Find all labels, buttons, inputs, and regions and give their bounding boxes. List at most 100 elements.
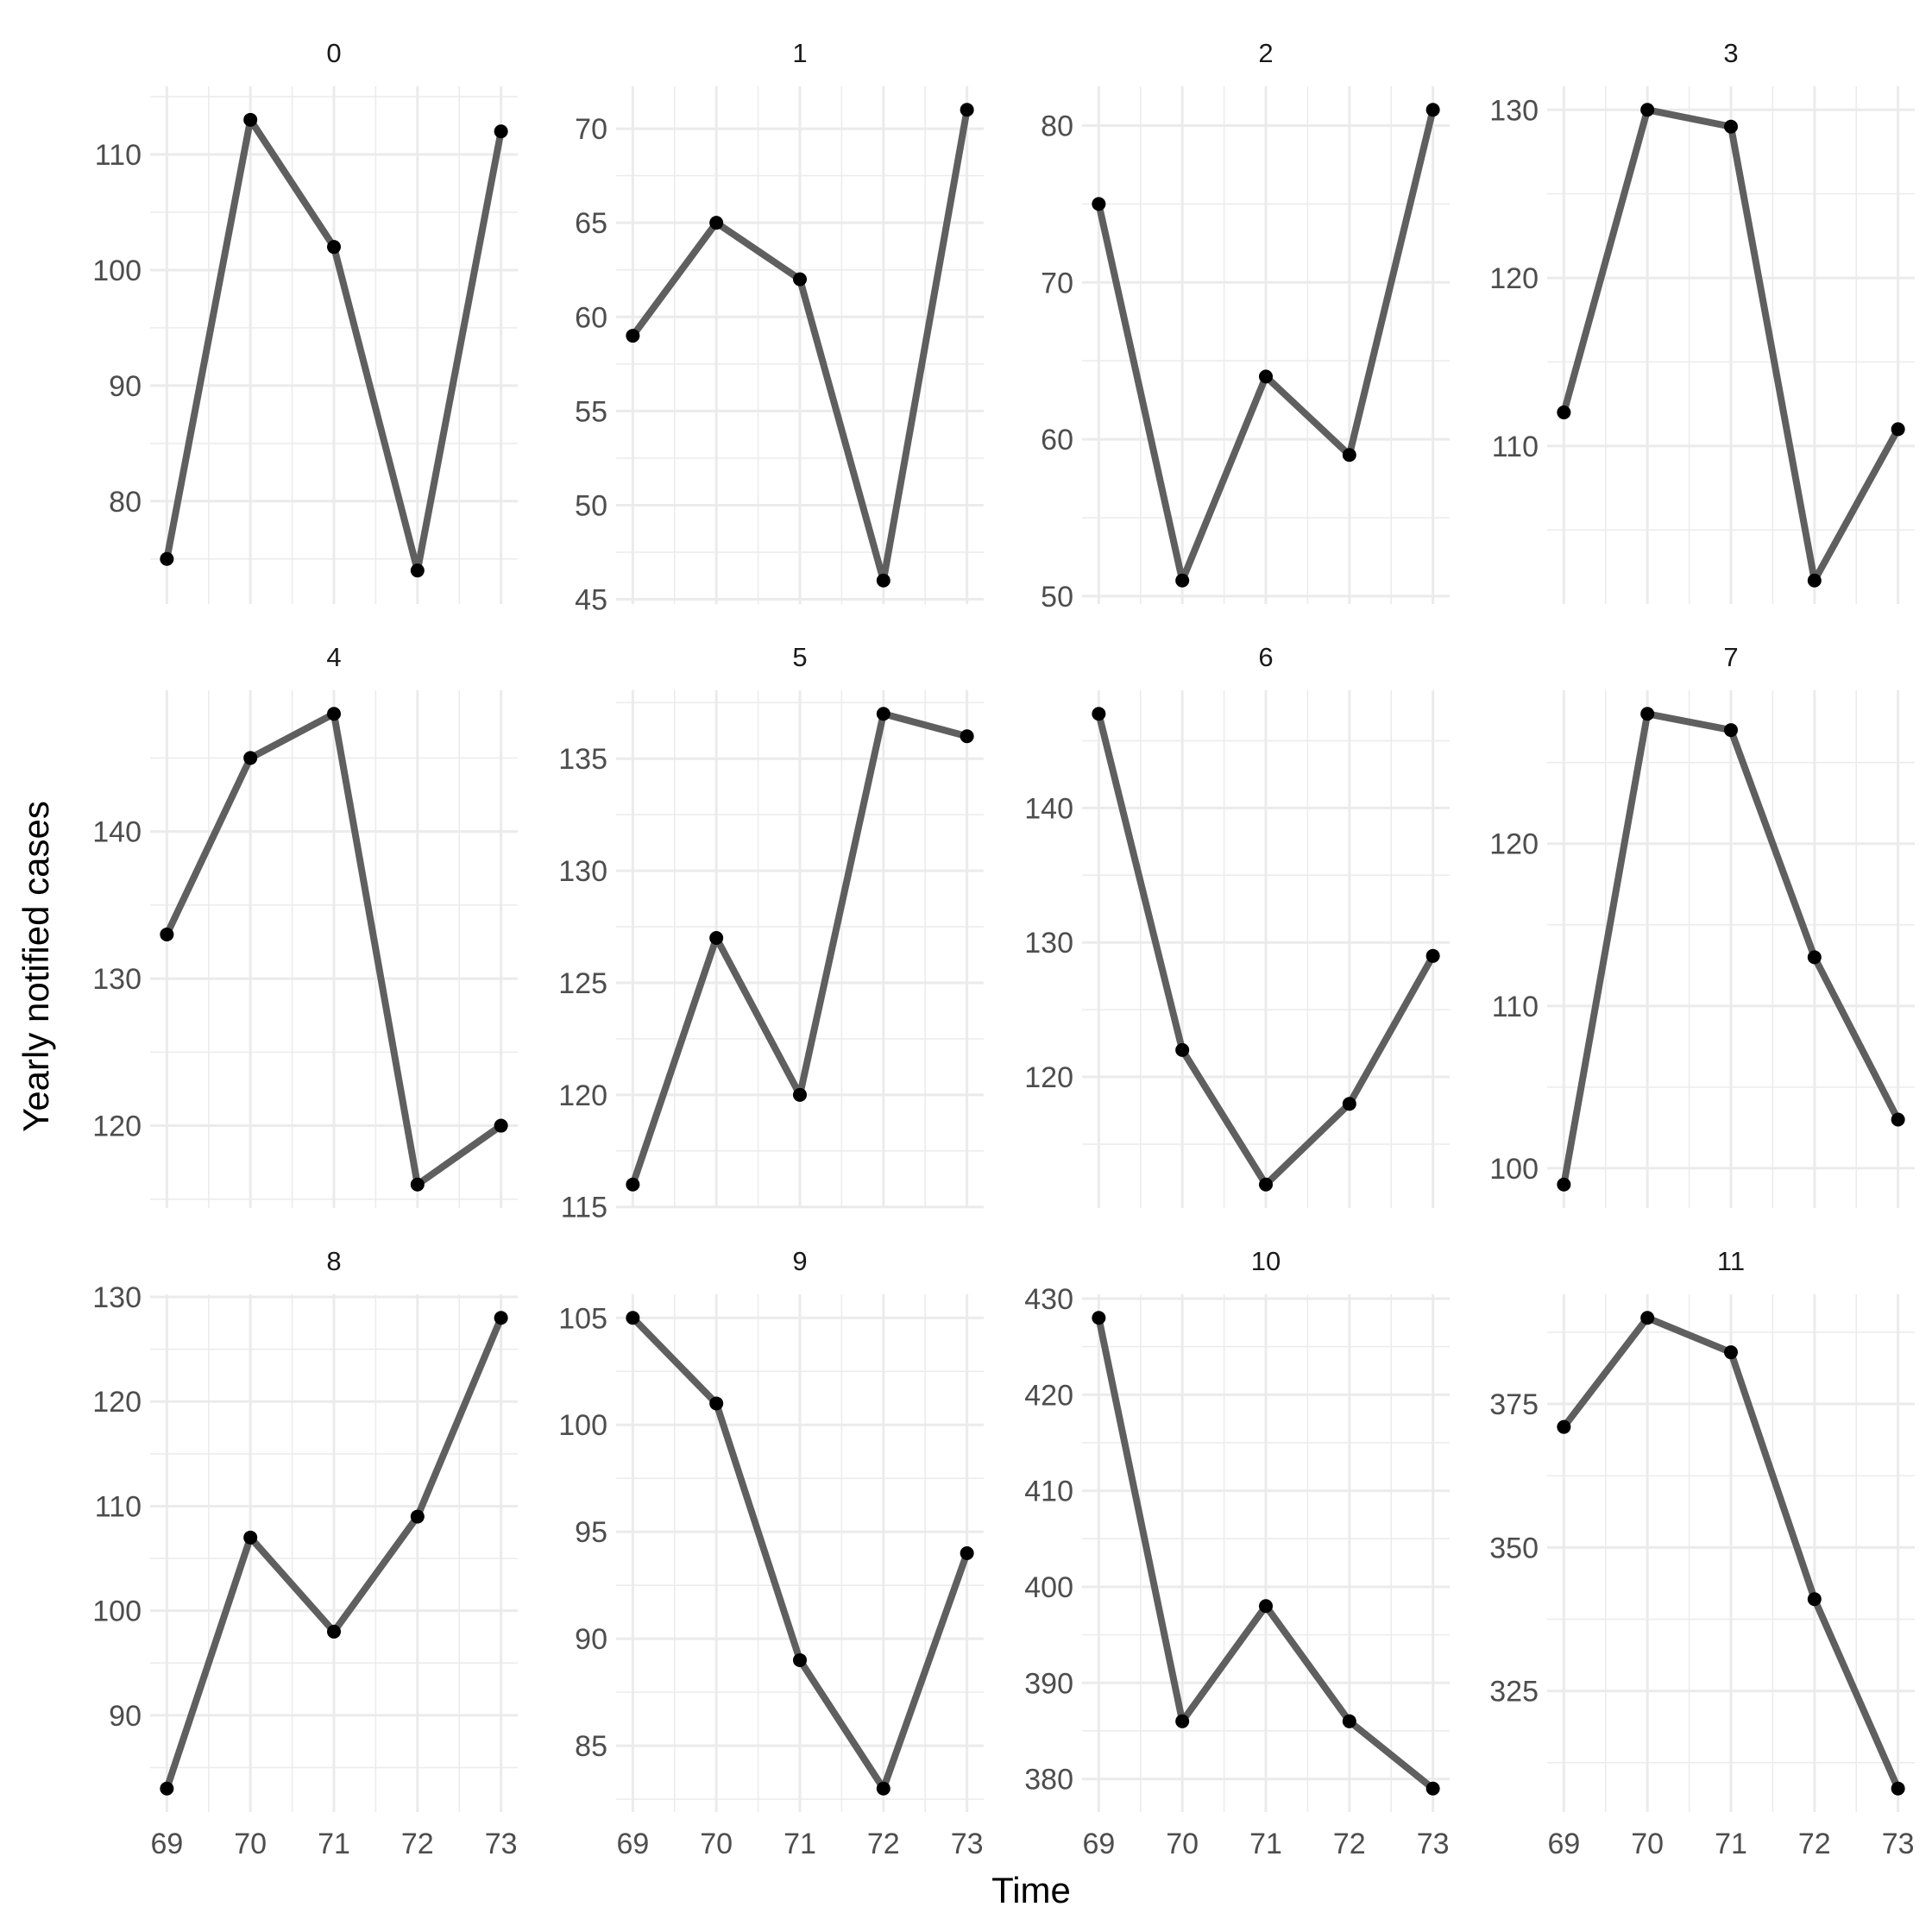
facet-panel-6: 120 130 140 6 [1024, 642, 1450, 1208]
facet-panel-2: 50 60 70 80 2 [1041, 38, 1450, 614]
data-point [1557, 405, 1571, 419]
data-point [876, 573, 890, 588]
x-tick-label: 69 [616, 1828, 649, 1860]
y-tick-label: 55 [575, 395, 607, 428]
data-point [1259, 1177, 1273, 1192]
y-tick-label: 380 [1024, 1764, 1073, 1797]
facet-panel-9: 85 90 95 100 105 69 70 71 72 73 9 [558, 1246, 984, 1860]
y-tick-label: 105 [558, 1302, 607, 1335]
data-point [1724, 723, 1738, 738]
y-tick-label: 95 [575, 1516, 607, 1549]
data-point [160, 551, 174, 566]
facet-title: 0 [326, 38, 341, 68]
facet-panel-4: 120 130 140 4 [92, 642, 518, 1208]
data-point [1807, 573, 1822, 588]
data-point [960, 1546, 974, 1560]
x-tick-label: 70 [1631, 1828, 1664, 1860]
y-tick-label: 130 [1024, 927, 1073, 960]
data-point [876, 1781, 890, 1796]
x-tick-label: 73 [1882, 1828, 1915, 1860]
facet-panel-0: 80 90 100 110 0 [92, 38, 518, 604]
y-tick-label: 110 [1492, 991, 1539, 1023]
facet-title: 8 [326, 1246, 341, 1276]
x-tick-label: 73 [951, 1828, 984, 1860]
y-tick-label: 110 [95, 139, 142, 172]
x-tick-label: 71 [318, 1828, 350, 1860]
y-tick-label: 45 [575, 584, 607, 617]
y-tick-label: 125 [558, 967, 607, 1000]
data-point [243, 751, 258, 765]
data-point [793, 1087, 807, 1102]
data-point [1640, 707, 1655, 721]
y-tick-label: 50 [1041, 581, 1073, 614]
data-point [1557, 1419, 1571, 1434]
y-tick-label: 85 [575, 1730, 607, 1763]
data-point [1891, 1112, 1905, 1127]
y-tick-label: 110 [1492, 431, 1539, 463]
y-tick-label: 430 [1024, 1283, 1073, 1316]
y-tick-label: 70 [1041, 267, 1073, 299]
data-point [1425, 948, 1440, 963]
facet-title: 6 [1258, 642, 1273, 672]
y-tick-label: 80 [1041, 110, 1073, 142]
y-tick-label: 100 [1489, 1153, 1539, 1186]
data-point [243, 1530, 258, 1545]
y-tick-label: 120 [558, 1079, 607, 1112]
data-point [1425, 1781, 1440, 1796]
data-point [1640, 1311, 1655, 1325]
data-point [1724, 1345, 1738, 1360]
data-point [1807, 950, 1822, 965]
y-tick-label: 130 [92, 963, 142, 996]
y-tick-label: 110 [95, 1490, 142, 1523]
x-tick-label: 69 [150, 1828, 183, 1860]
x-tick-label: 73 [485, 1828, 518, 1860]
facet-panel-1: 45 50 55 60 65 70 1 [575, 38, 984, 617]
facet-panel-10: 380 390 400 410 420 430 69 70 71 72 73 10 [1024, 1246, 1450, 1860]
data-point [1342, 1097, 1356, 1111]
y-tick-label: 410 [1024, 1476, 1073, 1508]
data-point [1640, 103, 1655, 117]
y-tick-label: 100 [92, 1595, 142, 1628]
data-point [160, 927, 174, 941]
y-tick-label: 60 [1041, 424, 1073, 456]
facet-title: 5 [792, 642, 807, 672]
y-tick-label: 325 [1489, 1676, 1539, 1709]
data-point [1092, 1311, 1106, 1325]
data-point [327, 240, 341, 255]
y-tick-label: 420 [1024, 1379, 1073, 1412]
x-tick-label: 72 [867, 1828, 900, 1860]
data-point [327, 1624, 341, 1639]
y-tick-label: 90 [109, 370, 142, 403]
data-point [709, 216, 724, 230]
y-tick-label: 50 [575, 489, 607, 522]
y-tick-label: 100 [558, 1409, 607, 1442]
x-tick-label: 72 [1798, 1828, 1831, 1860]
x-tick-label: 71 [783, 1828, 816, 1860]
y-tick-label: 120 [92, 1386, 142, 1419]
data-point [410, 1177, 425, 1192]
x-tick-label: 69 [1082, 1828, 1115, 1860]
data-point [1259, 1599, 1273, 1614]
facet-title: 10 [1251, 1246, 1281, 1276]
facet-title: 3 [1723, 38, 1738, 68]
facet-panel-3: 110 120 130 3 [1489, 38, 1915, 604]
data-point [793, 272, 807, 286]
x-tick-label: 73 [1417, 1828, 1450, 1860]
x-tick-label: 71 [1249, 1828, 1282, 1860]
x-tick-label: 70 [1166, 1828, 1199, 1860]
y-tick-label: 130 [558, 855, 607, 888]
data-point [1342, 1714, 1356, 1728]
data-point [1175, 1714, 1190, 1728]
facet-title: 4 [326, 642, 341, 672]
data-point [1891, 1781, 1905, 1796]
facet-panels: 8090100110045505560657015060708021101201… [92, 38, 1915, 1860]
y-tick-label: 390 [1024, 1667, 1073, 1700]
data-point [410, 563, 425, 578]
facet-title: 9 [792, 1246, 807, 1276]
data-point [960, 729, 974, 744]
data-point [1557, 1177, 1571, 1192]
facet-title: 11 [1717, 1246, 1745, 1276]
y-axis-title: Yearly notified cases [16, 801, 56, 1132]
data-point [626, 1311, 640, 1325]
facet-title: 2 [1258, 38, 1273, 68]
